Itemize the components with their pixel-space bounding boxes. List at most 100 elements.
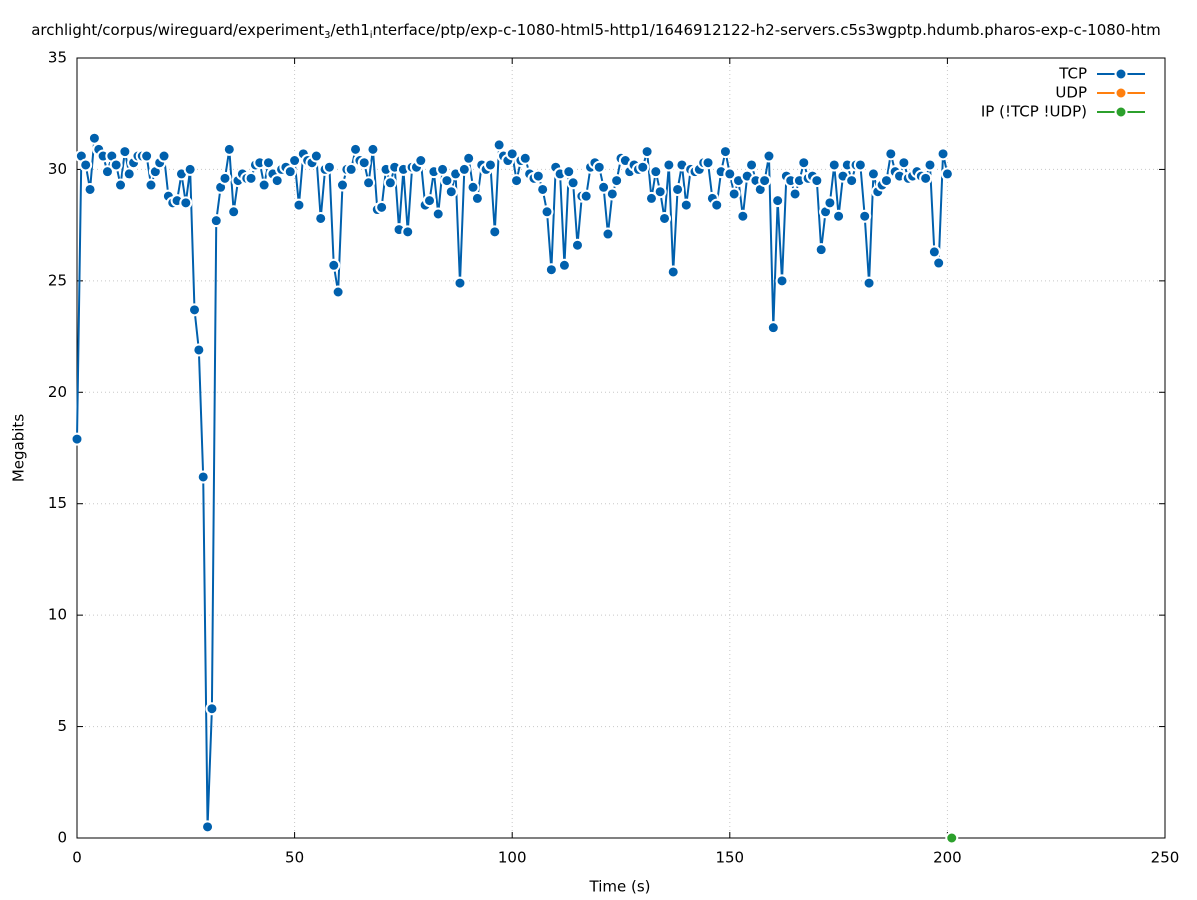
data-point <box>544 263 558 277</box>
data-point <box>292 198 306 212</box>
data-point <box>327 258 341 272</box>
y-tick-label: 15 <box>48 494 67 512</box>
data-point <box>288 154 302 168</box>
title-part: 3 <box>324 30 330 41</box>
data-point <box>762 149 776 163</box>
data-point <box>83 182 97 196</box>
data-point <box>662 158 676 172</box>
data-point <box>510 174 524 188</box>
plot-frame <box>76 57 1166 839</box>
data-point <box>444 185 458 199</box>
x-axis-label: Time (s) <box>589 878 651 896</box>
data-point <box>570 238 584 252</box>
y-tick-label: 35 <box>48 49 67 67</box>
data-point <box>897 156 911 170</box>
title-part: archlight/corpus/wireguard/experiment <box>31 21 324 39</box>
x-tick-label: 200 <box>933 849 962 867</box>
data-point <box>270 174 284 188</box>
data-point <box>758 174 772 188</box>
data-point <box>853 158 867 172</box>
data-point <box>183 162 197 176</box>
data-point <box>257 178 271 192</box>
data-point <box>100 165 114 179</box>
data-point <box>349 142 363 156</box>
data-point <box>884 147 898 161</box>
data-point <box>597 180 611 194</box>
data-point <box>140 149 154 163</box>
data-point <box>114 178 128 192</box>
data-point <box>457 162 471 176</box>
data-point <box>610 174 624 188</box>
data-point <box>927 245 941 259</box>
data-point <box>531 169 545 183</box>
data-point <box>775 274 789 288</box>
data-point <box>179 196 193 210</box>
data-point <box>505 147 519 161</box>
data-point <box>845 174 859 188</box>
data-point <box>70 432 84 446</box>
data-point <box>362 176 376 190</box>
data-point <box>945 831 959 845</box>
x-tick-label: 100 <box>498 849 527 867</box>
data-point <box>679 198 693 212</box>
data-point <box>436 162 450 176</box>
data-point <box>518 151 532 165</box>
data-point <box>536 182 550 196</box>
y-axis-label: Megabits <box>10 414 28 482</box>
data-point <box>771 194 785 208</box>
data-point <box>940 167 954 181</box>
data-point <box>261 156 275 170</box>
data-point <box>209 214 223 228</box>
data-point <box>335 178 349 192</box>
data-point <box>932 256 946 270</box>
data-point <box>797 156 811 170</box>
data-point <box>470 191 484 205</box>
data-point <box>658 211 672 225</box>
data-point <box>636 160 650 174</box>
data-point <box>488 225 502 239</box>
legend-label: UDP <box>1055 84 1087 102</box>
data-point <box>109 158 123 172</box>
data-point <box>366 142 380 156</box>
title-part: i <box>370 30 373 41</box>
data-point <box>222 142 236 156</box>
data-point <box>383 176 397 190</box>
data-point <box>344 162 358 176</box>
data-point <box>79 158 93 172</box>
x-tick-label: 250 <box>1151 849 1180 867</box>
title-part: nterface/ptp/exp-c-1080-html5-http1/1646… <box>373 21 1161 39</box>
x-tick-label: 150 <box>715 849 744 867</box>
data-point <box>423 194 437 208</box>
legend-label: IP (!TCP !UDP) <box>981 103 1087 121</box>
data-point <box>640 145 654 159</box>
data-point <box>858 209 872 223</box>
data-point <box>727 187 741 201</box>
data-point <box>466 180 480 194</box>
data-point <box>331 285 345 299</box>
data-point <box>936 147 950 161</box>
y-tick-label: 10 <box>48 606 67 624</box>
data-point <box>823 196 837 210</box>
y-tick-label: 5 <box>57 717 67 735</box>
data-point <box>375 200 389 214</box>
y-tick-label: 30 <box>48 160 67 178</box>
data-point <box>144 178 158 192</box>
data-point <box>710 198 724 212</box>
data-point <box>745 158 759 172</box>
data-point <box>357 156 371 170</box>
data-point <box>827 158 841 172</box>
y-tick-label: 20 <box>48 383 67 401</box>
data-point <box>87 131 101 145</box>
data-point <box>605 187 619 201</box>
data-point <box>653 185 667 199</box>
data-point <box>644 191 658 205</box>
data-point <box>440 174 454 188</box>
x-tick-label: 50 <box>285 849 304 867</box>
data-point <box>322 160 336 174</box>
data-point <box>118 145 132 159</box>
data-point <box>557 258 571 272</box>
data-point <box>492 138 506 152</box>
title-part: /eth1 <box>331 21 370 39</box>
chart-title: archlight/corpus/wireguard/experiment3/e… <box>31 21 1161 42</box>
